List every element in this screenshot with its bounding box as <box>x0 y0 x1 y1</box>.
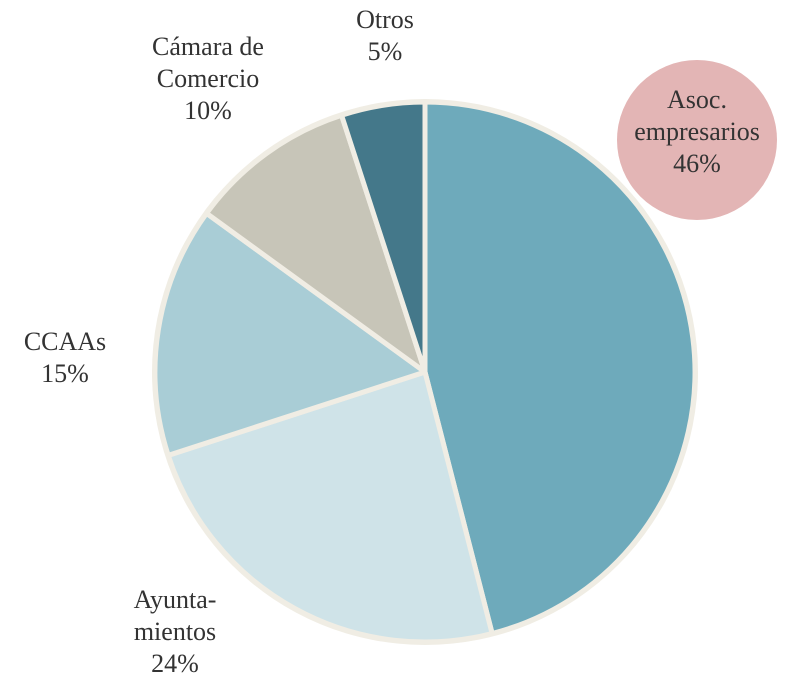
pie-slice <box>339 99 428 375</box>
slice-value-label: 46% <box>673 149 721 178</box>
pie-slice <box>152 210 428 458</box>
slice-value-label: 24% <box>151 649 199 678</box>
slice-label: CCAAs <box>24 327 106 356</box>
slice-value-label: 10% <box>184 96 232 125</box>
pie-slice <box>165 369 495 645</box>
pie-slice <box>422 99 698 637</box>
slice-value-label: 15% <box>41 359 89 388</box>
slice-label: Asoc. empresarios <box>634 85 760 146</box>
label-highlight <box>617 60 777 220</box>
pie-slice <box>204 112 428 375</box>
slice-label: Cámara de Comercio <box>152 32 264 93</box>
slice-label: Otros <box>356 5 414 34</box>
slice-label: Ayunta-mientos <box>134 585 217 646</box>
slice-value-label: 5% <box>368 37 403 66</box>
